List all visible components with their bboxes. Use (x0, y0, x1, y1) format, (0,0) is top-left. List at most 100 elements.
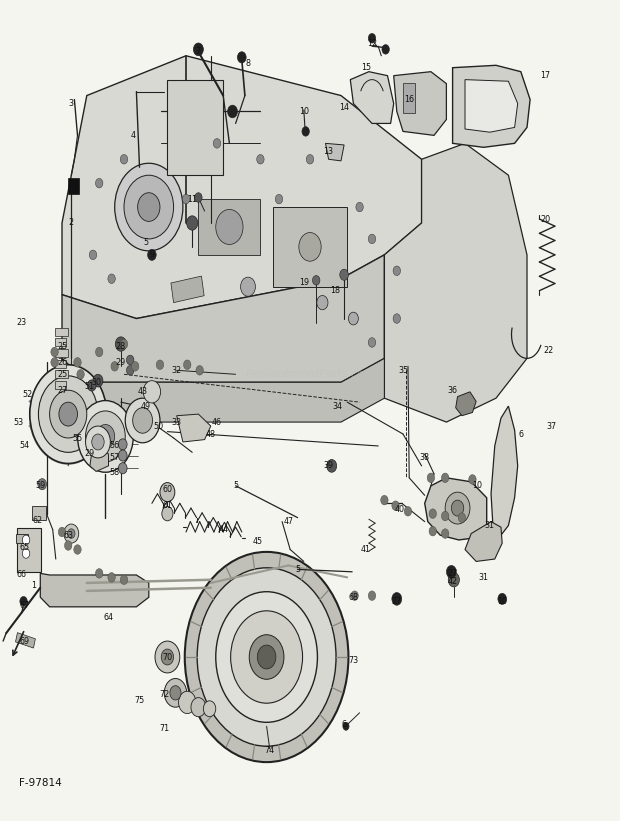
Text: 30: 30 (91, 378, 101, 387)
Circle shape (126, 365, 134, 375)
Bar (16, 633, 35, 648)
Text: 73: 73 (348, 657, 358, 666)
Circle shape (148, 250, 156, 260)
Circle shape (51, 347, 58, 357)
Circle shape (340, 269, 348, 280)
Bar (273, 207, 347, 287)
Circle shape (86, 426, 110, 458)
Circle shape (187, 216, 198, 230)
Circle shape (257, 154, 264, 164)
Circle shape (368, 591, 376, 600)
Text: 52: 52 (23, 390, 33, 399)
Text: 50: 50 (153, 421, 163, 430)
Circle shape (184, 360, 191, 369)
Circle shape (302, 126, 309, 136)
Circle shape (429, 509, 436, 518)
Text: ReplacementParts.com: ReplacementParts.com (246, 369, 374, 379)
Circle shape (195, 193, 202, 202)
Text: 8: 8 (246, 59, 250, 68)
Text: 63: 63 (63, 530, 73, 539)
Circle shape (51, 358, 58, 367)
Text: 40: 40 (395, 505, 405, 514)
Text: 5: 5 (295, 565, 300, 574)
Text: 48: 48 (206, 429, 216, 438)
Text: 14: 14 (339, 103, 349, 112)
Circle shape (312, 276, 320, 285)
Circle shape (356, 202, 363, 212)
Circle shape (120, 339, 128, 349)
Text: 5: 5 (143, 238, 148, 247)
Circle shape (68, 529, 75, 539)
Circle shape (92, 434, 104, 450)
Text: 9: 9 (149, 250, 154, 259)
Circle shape (78, 401, 133, 472)
Text: 34: 34 (333, 401, 343, 410)
Polygon shape (465, 521, 502, 562)
Bar (16, 534, 28, 544)
Circle shape (155, 641, 180, 673)
Circle shape (381, 495, 388, 505)
Text: 69: 69 (20, 636, 30, 645)
Text: 4: 4 (131, 131, 136, 140)
Text: 66: 66 (17, 571, 27, 580)
Polygon shape (177, 414, 211, 442)
Circle shape (74, 544, 81, 554)
Circle shape (20, 597, 27, 606)
Circle shape (327, 460, 337, 472)
Circle shape (160, 483, 175, 502)
Circle shape (156, 360, 164, 369)
Circle shape (77, 369, 84, 379)
Text: 10: 10 (472, 481, 482, 490)
Text: 61: 61 (162, 501, 172, 510)
Text: 13: 13 (324, 147, 334, 156)
Circle shape (138, 193, 160, 222)
Bar (55, 381, 66, 388)
Text: 25: 25 (57, 369, 67, 378)
Bar (198, 199, 260, 255)
Text: 39: 39 (324, 461, 334, 470)
Text: 58: 58 (110, 468, 120, 477)
Circle shape (448, 572, 459, 587)
Text: 74: 74 (265, 745, 275, 754)
Circle shape (115, 163, 183, 251)
Circle shape (118, 438, 127, 450)
Text: 51: 51 (85, 382, 95, 391)
Text: 31: 31 (485, 521, 495, 530)
Circle shape (196, 365, 203, 375)
Circle shape (108, 572, 115, 582)
Polygon shape (491, 406, 518, 535)
Circle shape (458, 513, 466, 522)
Polygon shape (465, 80, 518, 132)
Circle shape (164, 678, 187, 707)
Circle shape (38, 479, 46, 490)
Circle shape (237, 52, 246, 63)
Text: 18: 18 (330, 287, 340, 296)
Circle shape (469, 475, 476, 484)
Circle shape (231, 611, 303, 704)
Text: 17: 17 (541, 71, 551, 80)
Text: 1: 1 (32, 580, 37, 589)
Text: 55: 55 (73, 433, 82, 443)
Text: 35: 35 (398, 366, 408, 375)
Circle shape (131, 361, 139, 371)
Text: 62: 62 (32, 516, 42, 525)
Bar (55, 360, 66, 368)
Circle shape (22, 548, 30, 558)
Polygon shape (453, 66, 530, 147)
Circle shape (64, 541, 72, 550)
Circle shape (203, 701, 216, 717)
Text: 75: 75 (135, 696, 144, 705)
Text: 45: 45 (252, 537, 262, 546)
Polygon shape (62, 56, 422, 319)
Circle shape (162, 507, 173, 521)
Circle shape (317, 296, 328, 310)
Text: 56: 56 (110, 442, 120, 451)
Circle shape (95, 347, 103, 357)
Text: 41: 41 (361, 545, 371, 554)
Circle shape (393, 314, 401, 323)
Circle shape (216, 592, 317, 722)
Circle shape (133, 408, 153, 433)
Bar (55, 338, 66, 346)
Text: 36: 36 (448, 386, 458, 395)
Text: 37: 37 (547, 421, 557, 430)
